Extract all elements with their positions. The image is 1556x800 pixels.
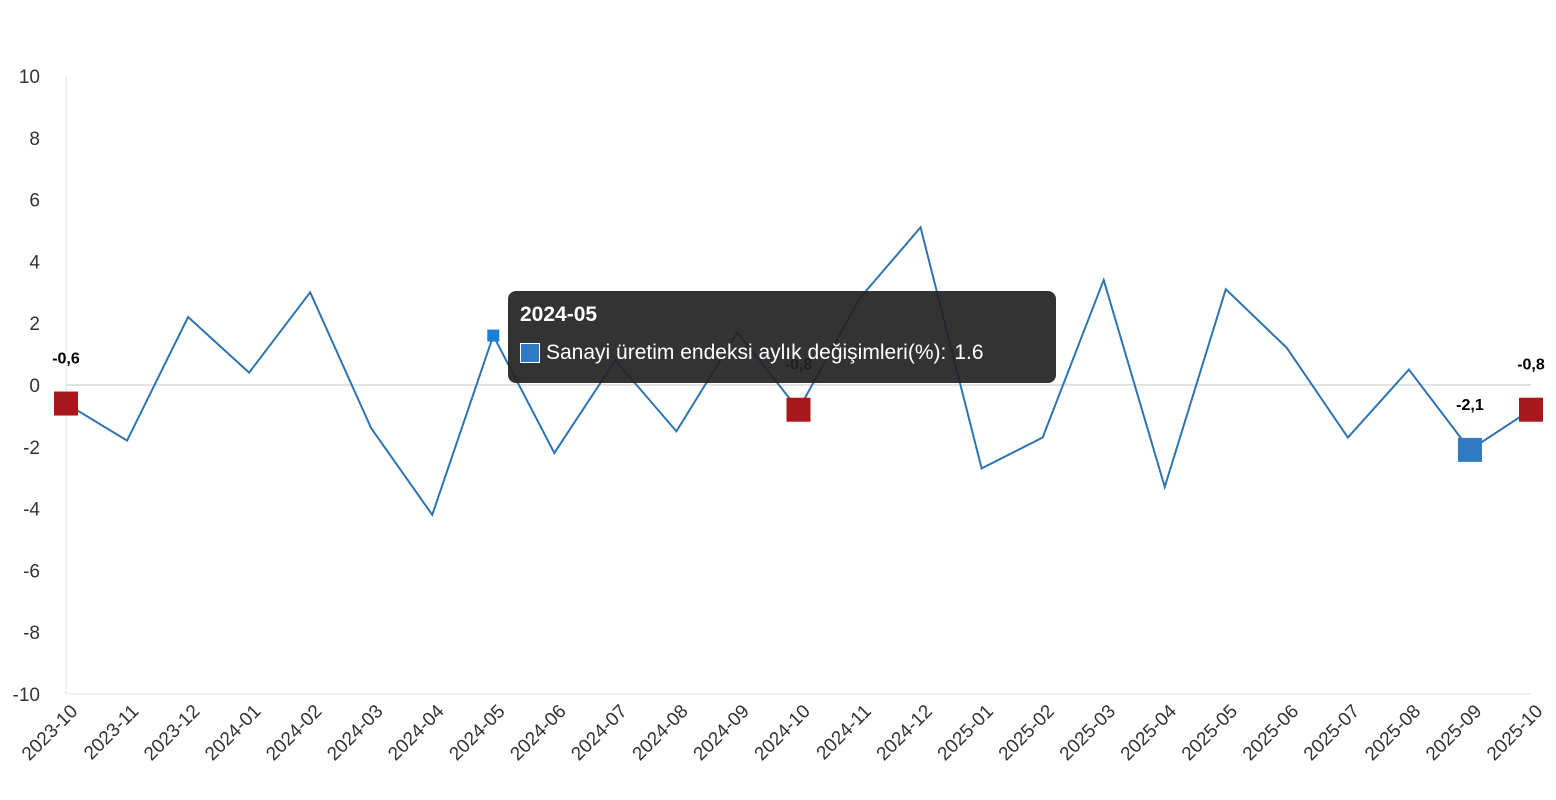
x-tick-label: 2024-08 [629,701,693,765]
data-label: -0,8 [1517,357,1545,374]
x-tick-label: 2024-02 [262,701,326,765]
x-tick-label: 2023-12 [140,701,204,765]
x-tick-label: 2025-06 [1239,701,1303,765]
highlight-point[interactable] [487,329,500,342]
x-tick-label: 2025-10 [1483,701,1547,765]
y-axis: 10 8 6 4 2 0 -2 -4 -6 -8 -10 [13,67,67,706]
x-tick-label: 2025-03 [1056,701,1120,765]
x-tick-label: 2025-02 [995,701,1059,765]
y-tick-label: 0 [29,376,40,397]
x-tick-label: 2025-08 [1361,701,1425,765]
data-label: -2,1 [1456,397,1484,414]
x-tick-label: 2024-06 [506,701,570,765]
y-tick-label: -2 [23,438,40,459]
x-tick-label: 2024-11 [813,701,876,764]
x-tick-label: 2024-10 [751,701,815,765]
y-tick-label: 10 [19,67,40,88]
data-point-marker[interactable] [1457,437,1482,462]
x-tick-label: 2024-01 [201,701,265,765]
y-tick-label: 2 [29,314,40,335]
x-tick-label: 2024-07 [567,701,631,765]
data-label: -0,6 [52,351,80,368]
x-tick-label: 2024-05 [445,701,509,765]
data-point-marker[interactable] [1519,397,1543,422]
x-axis: 2023-102023-112023-122024-012024-022024-… [18,693,1547,765]
x-tick-label: 2023-11 [80,701,143,764]
y-tick-label: -6 [23,561,40,582]
markers[interactable] [54,329,1543,462]
x-tick-label: 2025-09 [1422,701,1486,765]
y-tick-label: 8 [29,129,40,150]
tooltip-row: Sanayi üretim endeksi aylık değişimleri(… [520,341,1044,365]
x-tick-label: 2024-09 [690,701,754,765]
tooltip-value: 1.6 [954,341,984,364]
y-tick-label: -4 [23,500,40,521]
data-point-marker[interactable] [786,397,811,422]
x-tick-label: 2025-07 [1300,701,1364,765]
x-tick-label: 2025-04 [1117,701,1181,765]
x-tick-label: 2024-12 [873,701,937,765]
tooltip-series-name: Sanayi üretim endeksi aylık değişimleri(… [546,341,947,364]
y-tick-label: -8 [23,623,40,644]
x-tick-label: 2024-03 [323,701,387,765]
y-tick-label: 6 [29,191,40,212]
x-tick-label: 2025-05 [1178,701,1242,765]
tooltip-series-swatch [520,343,540,363]
x-tick-label: 2024-04 [384,701,448,765]
y-tick-label: 4 [29,252,40,273]
x-tick-label: 2023-10 [18,701,82,765]
tooltip: 2024-05 Sanayi üretim endeksi aylık deği… [508,291,1056,383]
y-tick-label: -10 [13,685,40,706]
x-tick-label: 2025-01 [934,701,998,765]
tooltip-title: 2024-05 [520,303,598,326]
data-point-marker[interactable] [54,391,78,416]
